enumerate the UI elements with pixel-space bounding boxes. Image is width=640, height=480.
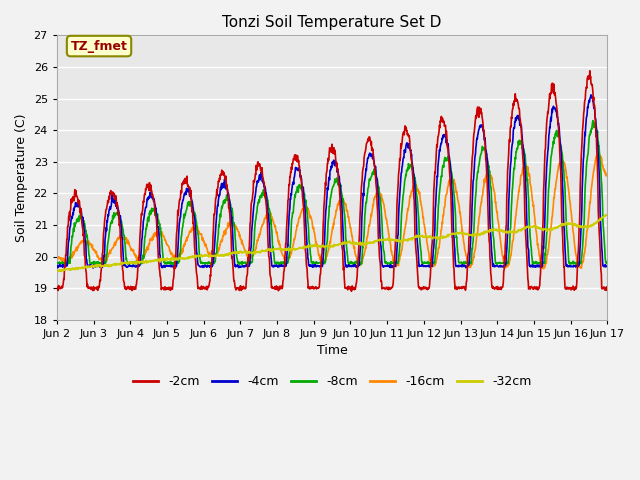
-2cm: [237, 285, 244, 291]
-2cm: [586, 68, 594, 74]
-16cm: [540, 266, 547, 272]
-16cm: [237, 236, 244, 242]
Line: -16cm: -16cm: [57, 153, 607, 269]
-8cm: [418, 257, 426, 263]
-32cm: [176, 254, 184, 260]
-2cm: [538, 228, 546, 234]
-8cm: [604, 261, 611, 266]
-32cm: [56, 268, 64, 274]
-32cm: [237, 249, 245, 255]
-2cm: [175, 199, 183, 204]
-2cm: [418, 285, 426, 291]
Line: -32cm: -32cm: [57, 215, 607, 271]
Line: -4cm: -4cm: [57, 95, 607, 268]
-32cm: [538, 227, 546, 232]
-4cm: [176, 218, 184, 224]
-8cm: [162, 260, 170, 266]
-16cm: [538, 264, 546, 270]
-4cm: [587, 92, 595, 98]
-2cm: [53, 286, 61, 291]
-4cm: [53, 263, 61, 268]
Title: Tonzi Soil Temperature Set D: Tonzi Soil Temperature Set D: [223, 15, 442, 30]
-16cm: [595, 150, 602, 156]
-16cm: [53, 255, 61, 261]
-2cm: [604, 286, 611, 291]
Y-axis label: Soil Temperature (C): Soil Temperature (C): [15, 113, 28, 242]
-8cm: [572, 262, 580, 268]
-4cm: [163, 263, 170, 268]
-16cm: [604, 171, 611, 177]
-8cm: [538, 260, 546, 266]
-16cm: [490, 186, 497, 192]
Line: -2cm: -2cm: [57, 71, 607, 291]
-8cm: [237, 261, 244, 266]
-32cm: [163, 257, 170, 263]
-4cm: [418, 262, 426, 267]
-4cm: [604, 263, 611, 268]
-4cm: [237, 264, 245, 270]
-16cm: [418, 203, 426, 208]
Legend: -2cm, -4cm, -8cm, -16cm, -32cm: -2cm, -4cm, -8cm, -16cm, -32cm: [128, 370, 536, 393]
-8cm: [53, 260, 61, 266]
-8cm: [490, 234, 497, 240]
-32cm: [53, 268, 61, 274]
-32cm: [418, 233, 426, 239]
Text: TZ_fmet: TZ_fmet: [70, 39, 127, 52]
-4cm: [538, 263, 546, 268]
-8cm: [589, 118, 596, 123]
X-axis label: Time: Time: [317, 344, 348, 357]
-16cm: [162, 238, 170, 244]
-2cm: [162, 287, 170, 292]
-2cm: [490, 285, 498, 290]
-4cm: [90, 265, 97, 271]
-4cm: [490, 263, 498, 269]
-2cm: [348, 288, 355, 294]
-16cm: [175, 251, 183, 257]
Line: -8cm: -8cm: [57, 120, 607, 265]
-32cm: [604, 212, 611, 217]
-8cm: [175, 259, 183, 264]
-32cm: [490, 227, 498, 232]
